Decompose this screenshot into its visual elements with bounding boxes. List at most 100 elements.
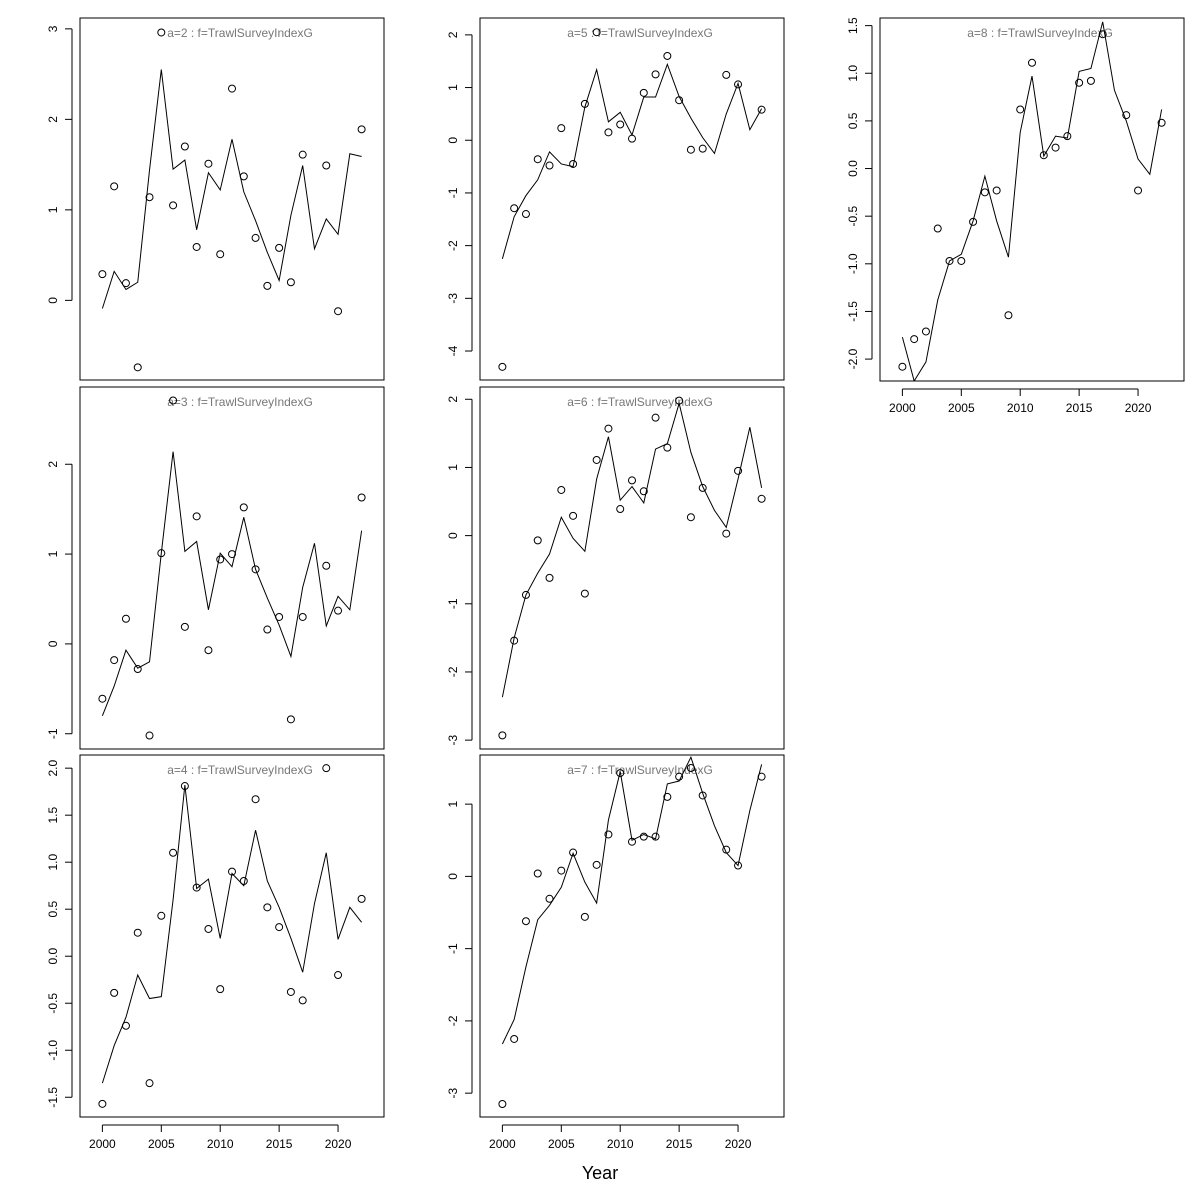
observed-point [286,715,295,724]
observed-point [334,606,343,615]
observed-point [121,279,130,288]
observed-point [133,665,142,674]
y-tick-label: -2 [446,1015,460,1026]
x-tick-label: 2015 [266,1137,293,1151]
y-tick-label: -2 [446,666,460,677]
observed-point [357,125,366,134]
observed-point [263,903,272,912]
observed-point [686,145,695,154]
observed-point [969,217,978,226]
panel: a=2 : f=TrawlSurveyIndexG 0 1 2 3 [46,17,385,381]
observed-point [169,201,178,210]
observed-point [1004,311,1013,320]
y-tick-label: -0.5 [46,993,60,1014]
observed-point [757,494,766,503]
y-tick-label: 2.0 [46,759,60,776]
y-tick-label: 1.5 [46,807,60,824]
observed-point [698,144,707,153]
y-tick-label: 1.0 [846,65,860,82]
observed-point [204,646,213,655]
y-tick-label: 0.0 [846,160,860,177]
observed-point [639,487,648,496]
panel-frame [79,17,385,381]
x-tick-label: 2000 [489,1137,516,1151]
fitted-line [501,62,763,259]
observed-point [592,455,601,464]
panel-frame [479,754,785,1118]
observed-point [734,466,743,475]
y-tick-label: 0.5 [846,112,860,129]
observed-point [1028,58,1036,67]
observed-point [945,256,954,265]
x-tick-label: 2000 [889,401,916,415]
panel-title: a=5 : f=TrawlSurveyIndexG [567,26,713,40]
panel: a=5 : f=TrawlSurveyIndexG -4 -3 -2 -1 0 1 2 [446,17,785,381]
observed-point [263,281,272,290]
y-tick-label: 2 [46,116,60,123]
observed-point [1086,76,1095,85]
observed-point [545,573,554,582]
observed-point [651,70,660,79]
observed-point [286,987,295,996]
observed-point [357,894,366,903]
observed-point [251,233,260,242]
observed-point [933,224,942,233]
y-tick-label: 2 [46,461,60,468]
observed-point [910,335,919,344]
observed-point [533,869,542,878]
observed-point [98,270,107,279]
fitted-line [901,21,1163,381]
observed-point [734,861,743,870]
x-tick-label: 2015 [666,1137,693,1151]
y-tick-label: -1 [46,728,60,739]
observed-point [569,159,578,168]
panel-title: a=4 : f=TrawlSurveyIndexG [167,763,313,777]
y-tick-label: 1 [46,206,60,213]
y-tick-label: -3 [446,734,460,745]
y-tick-label: -3 [446,1087,460,1098]
panel-frame [479,386,785,750]
fitted-line [101,451,363,716]
observed-point [628,476,636,485]
observed-point [1063,132,1072,141]
y-tick-label: -1.0 [846,253,860,274]
observed-point [275,243,284,252]
panel: a=4 : f=TrawlSurveyIndexG -1.5 -1.0 -0.5 0.0… [46,754,385,1151]
observed-point [192,883,201,892]
y-tick-label: -1 [446,598,460,609]
x-tick-label: 2015 [1066,401,1093,415]
observed-point [145,1079,154,1088]
observed-point [592,860,601,869]
y-tick-label: 0 [446,532,460,539]
observed-point [251,565,260,574]
observed-point [698,483,707,492]
observed-point [322,161,331,170]
y-tick-label: 1 [446,84,460,91]
observed-point [992,186,1001,195]
panel: a=7 : f=TrawlSurveyIndexG -3 -2 -1 0 1 2000 200… [446,754,785,1151]
observed-point [580,589,589,598]
panel-frame [79,386,385,750]
observed-point [569,511,578,520]
y-tick-label: 1 [46,550,60,557]
y-tick-label: -2 [446,240,460,251]
y-tick-label: 1.5 [846,17,860,34]
y-tick-label: 3 [46,25,60,32]
x-tick-label: 2010 [207,1137,234,1151]
observed-point [521,917,530,926]
observed-point [216,250,225,259]
y-tick-label: 0.0 [46,948,60,965]
x-tick-label: 2010 [607,1137,634,1151]
observed-point [98,1099,107,1108]
y-tick-label: 0.5 [46,901,60,918]
observed-point [498,362,507,371]
observed-point [298,150,307,159]
y-tick-label: -1.5 [46,1087,60,1108]
panel-title: a=2 : f=TrawlSurveyIndexG [167,26,313,40]
observed-point [180,142,189,151]
y-tick-label: 2 [446,31,460,38]
observed-point [216,555,225,564]
observed-point [521,210,530,219]
observed-point [604,830,613,839]
observed-point [286,278,295,287]
